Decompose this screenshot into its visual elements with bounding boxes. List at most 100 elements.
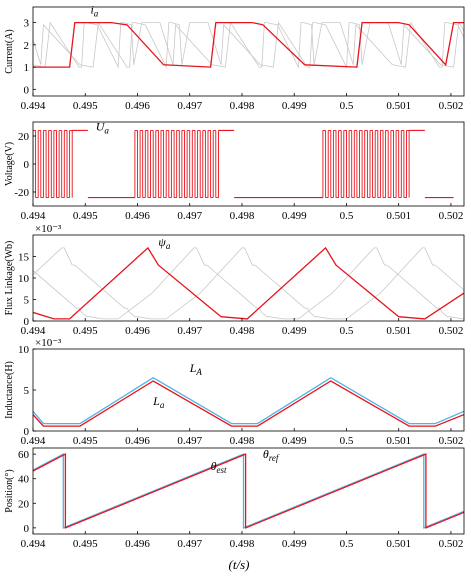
y-tick-label: 0	[24, 159, 30, 171]
y-axis-label: Flux Linkage(Wb)	[4, 241, 15, 316]
x-tick-label: 0.501	[386, 210, 411, 222]
panel-inductance: 0 5 10 0.494 0.495 0.496 0.497 0.498 0.499 0.5 0.5…	[4, 337, 465, 447]
x-tick-label: 0.496	[125, 325, 150, 337]
x-tick-label: 0.5	[340, 435, 354, 447]
x-tick-label: 0.496	[125, 435, 150, 447]
x-tick-label: 0.495	[73, 210, 98, 222]
x-tick-label: 0.497	[177, 210, 202, 222]
y-tick-label: 5	[24, 385, 30, 397]
x-tick-label: 0.498	[230, 100, 255, 112]
y-exponent-label: ×10⁻³	[35, 223, 62, 235]
plot-frame	[32, 121, 465, 207]
annotation-label: LA	[189, 361, 203, 377]
plot-frame	[32, 348, 465, 432]
x-tick-label: 0.495	[73, 435, 98, 447]
y-exponent-label: ×10⁻³	[35, 337, 62, 349]
annotation-label: La	[152, 394, 165, 410]
x-tick-label: 0.494	[21, 538, 46, 550]
y-tick-label: 5	[24, 295, 30, 307]
y-axis-label: Position(°)	[4, 469, 15, 512]
plot-area	[33, 453, 464, 529]
y-axis-label: Inductance(H)	[4, 361, 15, 419]
x-tick-label: 0.495	[73, 538, 98, 550]
plot-area	[33, 246, 464, 320]
y-tick-label: 10	[18, 273, 30, 285]
y-tick-label: 0	[24, 84, 30, 96]
x-tick-label: 0.501	[386, 538, 411, 550]
x-tick-label: 0.498	[230, 325, 255, 337]
series-primary	[33, 453, 464, 529]
x-tick-label: 0.496	[125, 100, 150, 112]
voltage-pwm-burst	[322, 129, 410, 199]
background-phase-line	[33, 21, 464, 69]
y-axis-label: Voltage(V)	[4, 142, 15, 186]
x-tick-label: 0.501	[386, 325, 411, 337]
x-tick-label: 0.499	[282, 538, 307, 550]
x-tick-label: 0.496	[125, 538, 150, 550]
x-tick-label: 0.499	[282, 210, 307, 222]
x-tick-label: 0.494	[21, 210, 46, 222]
x-tick-label: 0.501	[386, 100, 411, 112]
x-tick-label: 0.494	[21, 325, 46, 337]
x-tick-label: 0.494	[21, 100, 46, 112]
voltage-pwm-burst	[33, 129, 73, 199]
x-tick-label: 0.497	[177, 100, 202, 112]
x-tick-label: 0.5	[340, 100, 354, 112]
annotation-label: Ua	[96, 119, 110, 135]
x-tick-label: 0.5	[340, 210, 354, 222]
plot-frame	[32, 6, 465, 97]
series-reference	[33, 453, 464, 529]
series-primary	[33, 246, 464, 320]
annotation-label: θest	[211, 459, 227, 475]
x-tick-label: 0.495	[73, 100, 98, 112]
plot-area	[33, 129, 454, 199]
plot-area	[33, 376, 464, 427]
panel-position: 0 20 40 60 0.494 0.495 0.496 0.497 0.498 0.499 0.5…	[4, 447, 465, 550]
x-tick-label: 0.502	[439, 325, 464, 337]
y-tick-label: 20	[18, 498, 30, 510]
x-axis-label: (t/s)	[229, 557, 250, 572]
x-tick-label: 0.497	[177, 538, 202, 550]
y-tick-label: 20	[18, 131, 30, 143]
x-tick-label: 0.495	[73, 325, 98, 337]
annotation-label: ψa	[158, 235, 170, 251]
annotation-label: θref	[263, 447, 280, 463]
series-reference	[33, 376, 464, 425]
x-tick-label: 0.496	[125, 210, 150, 222]
y-tick-label: 0	[24, 523, 30, 535]
plot-frame	[32, 447, 465, 535]
x-tick-label: 0.499	[282, 435, 307, 447]
y-tick-label: -20	[14, 187, 29, 199]
annotation-label: ia	[90, 3, 98, 19]
panel-current: 0 1 2 3 0.494 0.495 0.496 0.497 0.498 0.499 0.5 0.5…	[4, 3, 465, 112]
x-tick-label: 0.498	[230, 538, 255, 550]
y-axis-label: Current(A)	[4, 29, 15, 73]
y-tick-label: 1	[24, 62, 30, 74]
y-tick-label: 40	[18, 474, 30, 486]
series-primary	[33, 21, 464, 68]
y-tick-label: 2	[24, 40, 30, 52]
x-tick-label: 0.5	[340, 538, 354, 550]
y-tick-label: 60	[18, 449, 30, 461]
x-tick-label: 0.502	[439, 538, 464, 550]
x-tick-label: 0.498	[230, 435, 255, 447]
x-tick-label: 0.502	[439, 100, 464, 112]
x-tick-label: 0.499	[282, 100, 307, 112]
y-tick-label: 0	[24, 426, 30, 438]
x-tick-label: 0.501	[386, 435, 411, 447]
series-primary	[33, 380, 464, 427]
background-phase-line	[33, 247, 464, 320]
y-tick-label: 3	[24, 18, 30, 30]
x-tick-label: 0.497	[177, 435, 202, 447]
background-phase-line	[33, 247, 464, 320]
plot-area	[33, 21, 464, 69]
x-tick-label: 0.494	[21, 435, 46, 447]
plot-frame	[32, 234, 465, 322]
background-phase-line	[33, 21, 464, 69]
y-tick-label: 0	[24, 316, 30, 328]
voltage-pwm-burst	[134, 129, 219, 199]
y-tick-label: 15	[18, 252, 30, 264]
